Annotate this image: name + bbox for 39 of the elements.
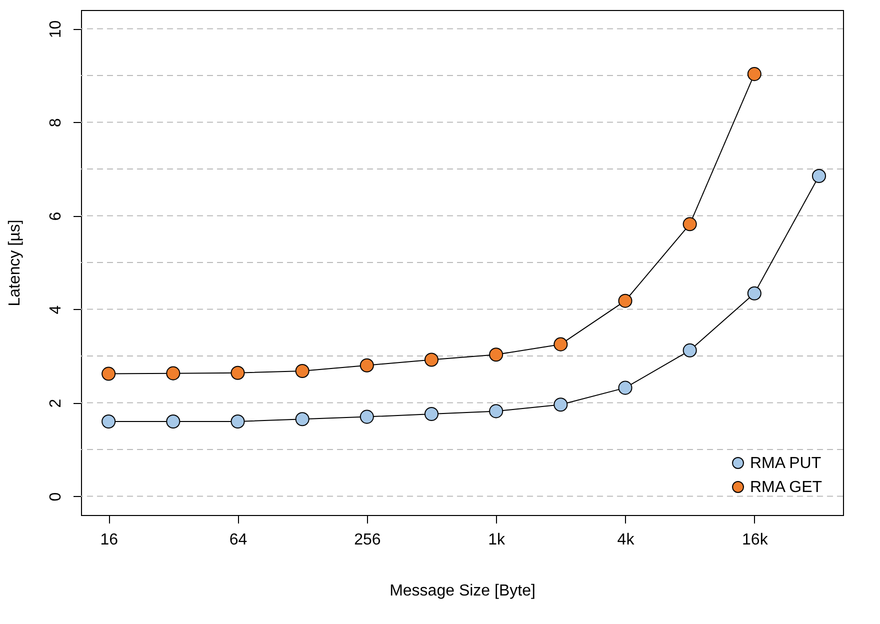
point bbox=[489, 404, 504, 418]
point bbox=[166, 414, 180, 428]
x-tick-label: 4k bbox=[617, 532, 636, 548]
point bbox=[682, 217, 697, 232]
y-axis-title: Latency [µs] bbox=[6, 220, 24, 306]
y-tick-label: 6 bbox=[48, 212, 64, 221]
y-tick-label: 2 bbox=[48, 398, 64, 408]
x-tick-label: 256 bbox=[354, 532, 381, 548]
point bbox=[554, 398, 568, 412]
point bbox=[747, 67, 762, 82]
x-axis-title: Message Size [Byte] bbox=[390, 582, 536, 600]
y-tick-label: 4 bbox=[48, 305, 64, 314]
point bbox=[618, 380, 632, 395]
point bbox=[554, 337, 568, 352]
point bbox=[618, 294, 632, 308]
point bbox=[360, 410, 374, 424]
point bbox=[295, 412, 310, 426]
x-tick-label: 1k bbox=[488, 532, 506, 548]
legend-label: RMA PUT bbox=[750, 455, 822, 472]
point bbox=[230, 366, 245, 380]
point bbox=[360, 358, 374, 372]
x-tick-label: 16k bbox=[742, 532, 769, 548]
y-tick-label: 10 bbox=[48, 20, 64, 38]
y-tick-label: 0 bbox=[48, 492, 64, 502]
x-tick-label: 64 bbox=[229, 532, 248, 548]
point bbox=[747, 286, 762, 300]
point bbox=[812, 168, 826, 183]
x-tick-label: 16 bbox=[100, 532, 118, 548]
point bbox=[489, 348, 504, 362]
point bbox=[102, 366, 116, 381]
point bbox=[424, 352, 439, 367]
point bbox=[166, 366, 180, 380]
y-tick-label: 8 bbox=[48, 118, 64, 128]
point bbox=[295, 364, 310, 378]
point bbox=[424, 406, 439, 422]
point bbox=[102, 414, 116, 428]
legend-label: RMA GET bbox=[750, 479, 822, 496]
point bbox=[682, 343, 697, 358]
point bbox=[230, 414, 245, 428]
